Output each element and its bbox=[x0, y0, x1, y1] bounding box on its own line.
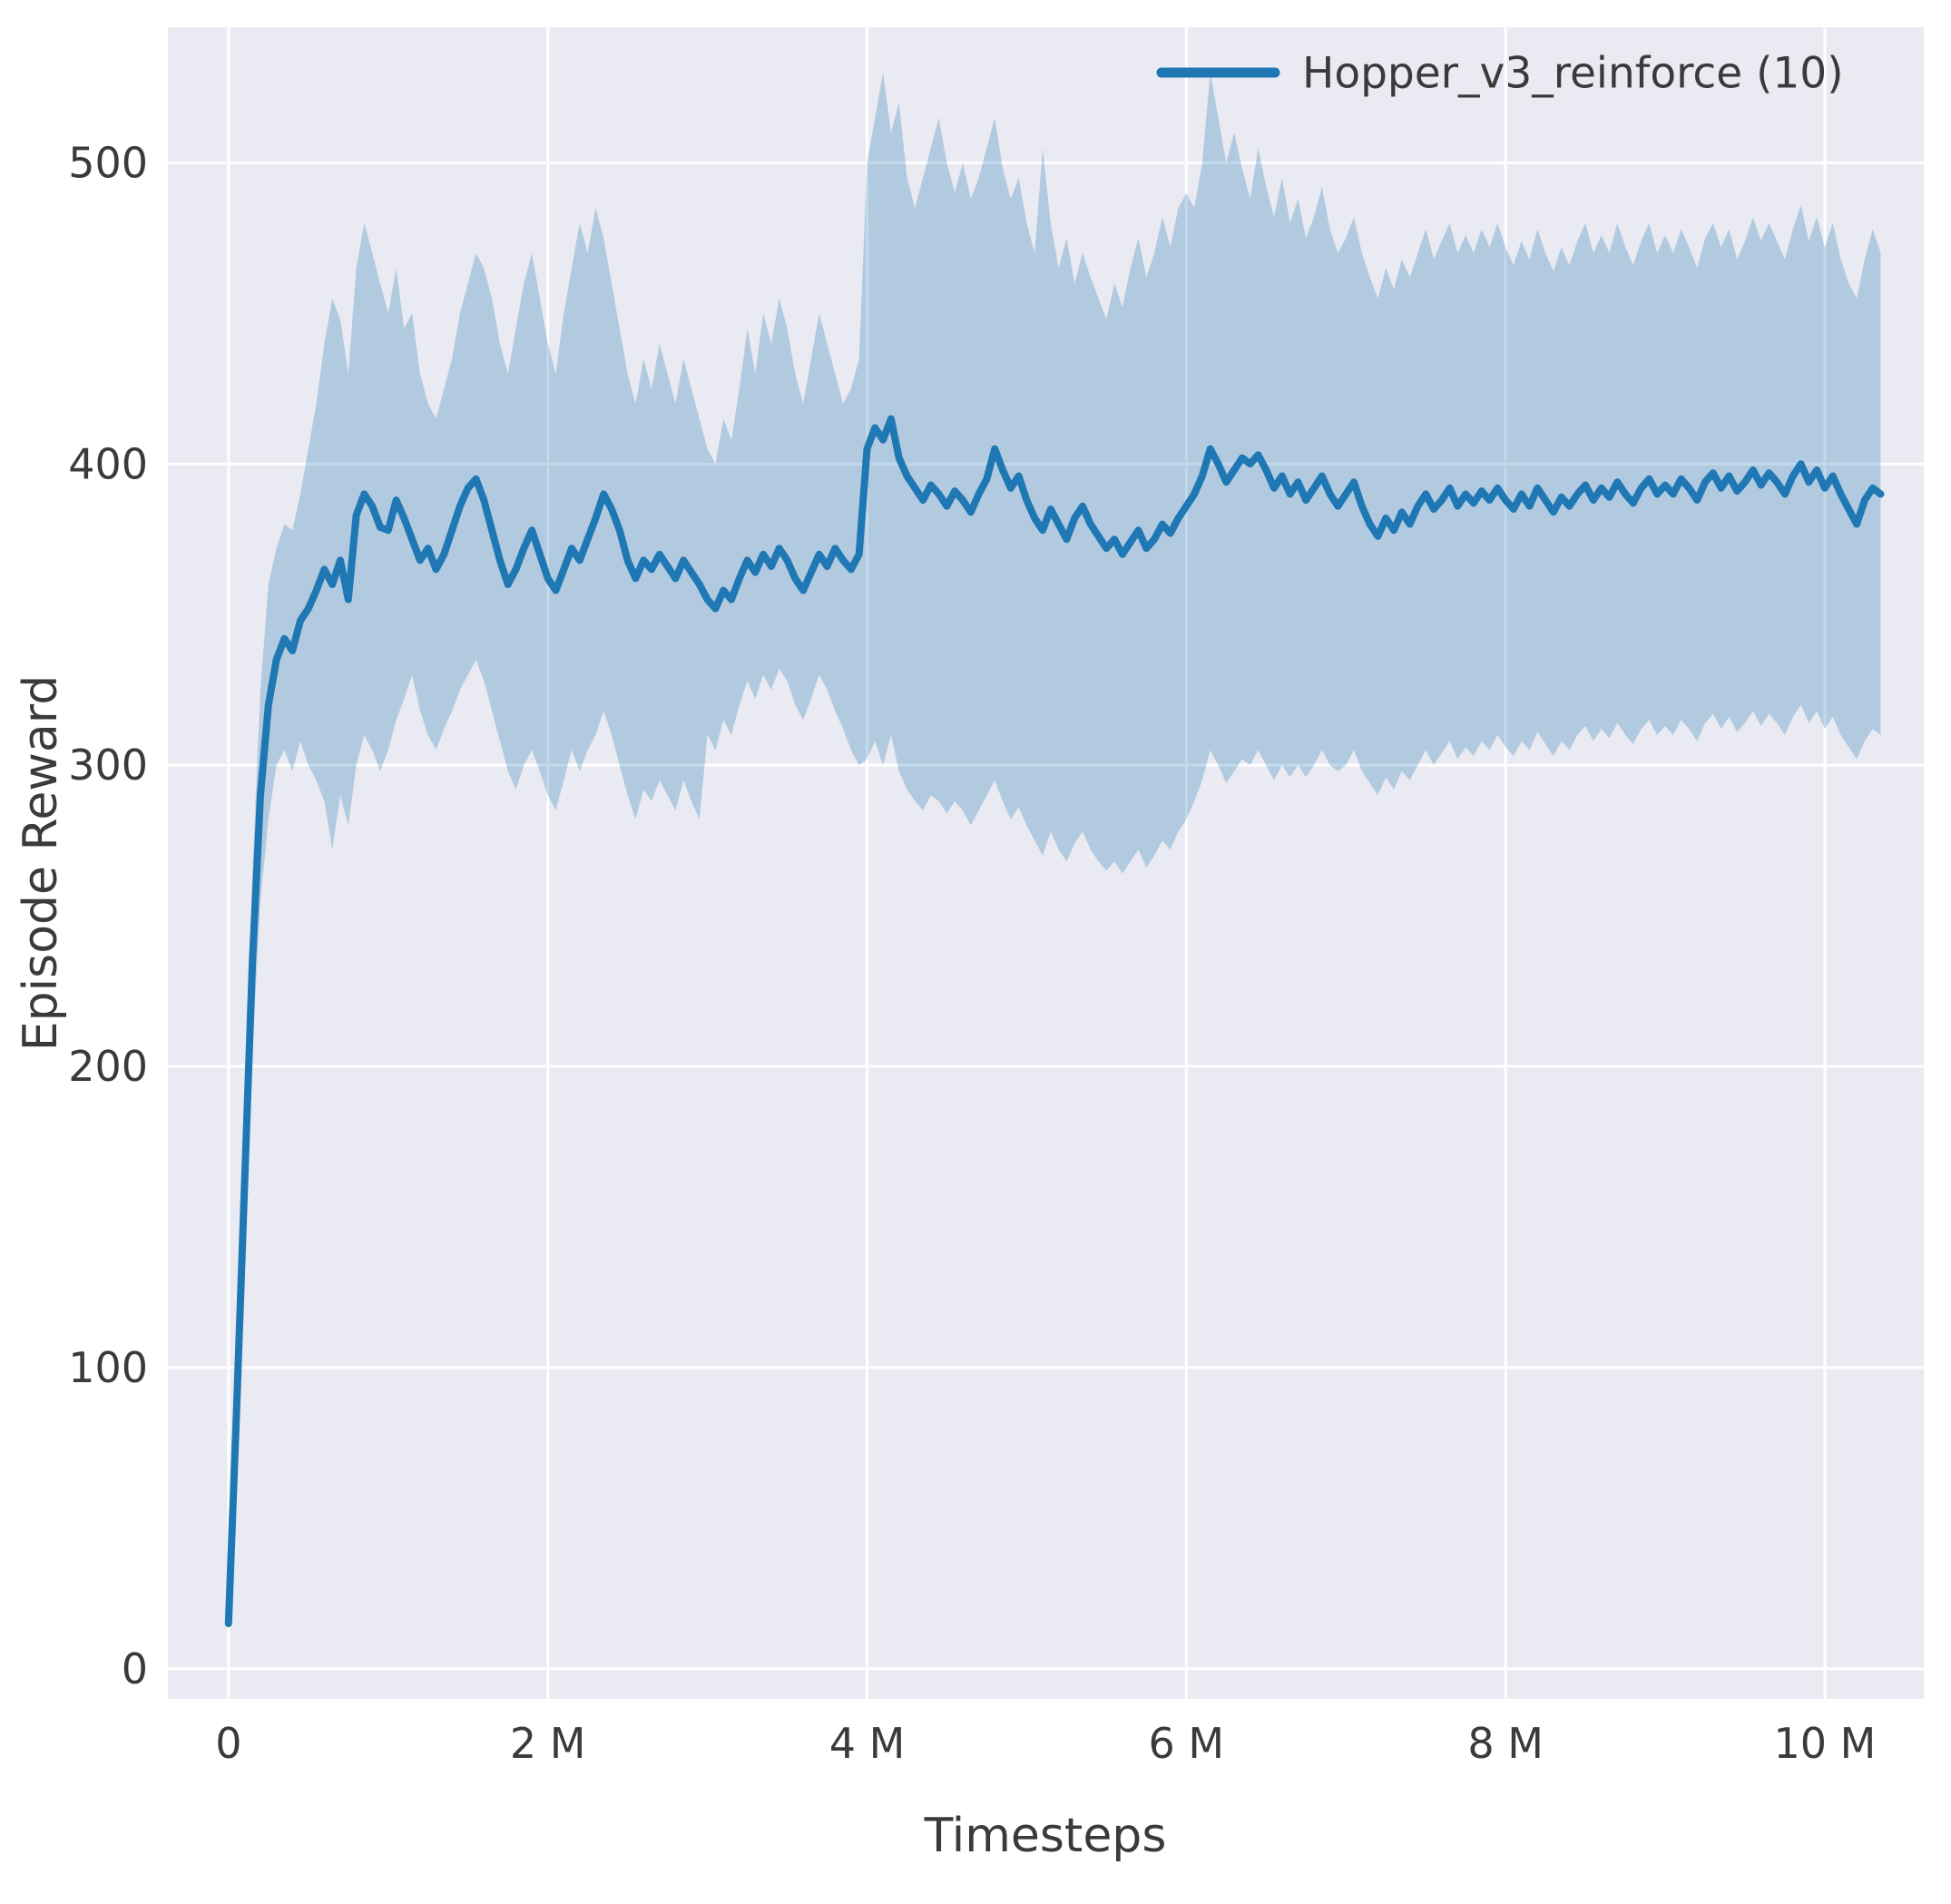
x-tick-labels: 0 2 M 4 M 6 M 8 M 10 M bbox=[215, 1719, 1876, 1768]
x-tick-label: 0 bbox=[215, 1719, 241, 1768]
y-tick-label: 300 bbox=[68, 741, 148, 790]
y-tick-label: 100 bbox=[68, 1343, 148, 1392]
mean-line-path bbox=[224, 415, 1885, 1627]
legend-entry-label: Hopper_v3_reinforce (10) bbox=[1302, 48, 1844, 98]
y-tick-label: 0 bbox=[122, 1644, 148, 1693]
x-tick-label: 10 M bbox=[1774, 1719, 1877, 1768]
band-area bbox=[228, 72, 1881, 1624]
y-tick-labels: 0 100 200 300 400 500 bbox=[68, 138, 148, 1693]
x-axis-label: Timesteps bbox=[924, 1809, 1167, 1863]
x-tick-label: 8 M bbox=[1467, 1719, 1544, 1768]
x-tick-label: 6 M bbox=[1149, 1719, 1225, 1768]
y-axis-label: Episode Reward bbox=[14, 675, 68, 1051]
gridlines bbox=[168, 27, 1924, 1699]
y-tick-label: 200 bbox=[68, 1042, 148, 1091]
y-tick-label: 400 bbox=[68, 439, 148, 488]
mean-line bbox=[224, 415, 1885, 1627]
y-tick-label: 500 bbox=[68, 138, 148, 187]
x-tick-label: 4 M bbox=[829, 1719, 906, 1768]
legend: Hopper_v3_reinforce (10) bbox=[1156, 48, 1844, 98]
confidence-band bbox=[228, 72, 1881, 1624]
plot-background bbox=[168, 27, 1924, 1699]
x-tick-label: 2 M bbox=[510, 1719, 586, 1768]
